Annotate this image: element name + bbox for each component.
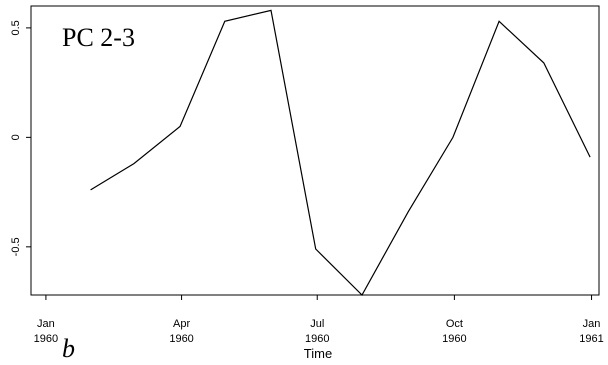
x-axis: Jan 1960 Apr 1960 Jul 1960 Oct 1960 Jan 1961 — [34, 295, 604, 345]
x-tick-label-month: Jan — [37, 318, 55, 330]
x-tick-label-month: Jan — [583, 318, 601, 330]
x-tick-label-year: 1960 — [305, 333, 329, 345]
x-tick-label-year: 1961 — [579, 333, 603, 345]
plot-frame — [30, 5, 600, 296]
x-tick-label-year: 1960 — [442, 333, 466, 345]
x-tick-label-year: 1960 — [34, 333, 58, 345]
y-tick-label: -0.5 — [10, 237, 22, 256]
x-tick-label-month: Jul — [310, 318, 324, 330]
y-axis: 0.5 0 -0.5 — [10, 20, 31, 256]
x-tick-label-month: Apr — [173, 318, 190, 330]
x-axis-title: Time — [304, 346, 332, 361]
y-tick-label: 0.5 — [10, 20, 22, 35]
data-points — [89, 9, 591, 297]
series-line — [90, 9, 591, 296]
x-tick-label-month: Oct — [446, 318, 463, 330]
x-tick-label-year: 1960 — [169, 333, 193, 345]
chart-title: PC 2-3 — [62, 23, 135, 52]
panel-letter: b — [62, 334, 75, 363]
y-tick-label: 0 — [10, 134, 22, 140]
